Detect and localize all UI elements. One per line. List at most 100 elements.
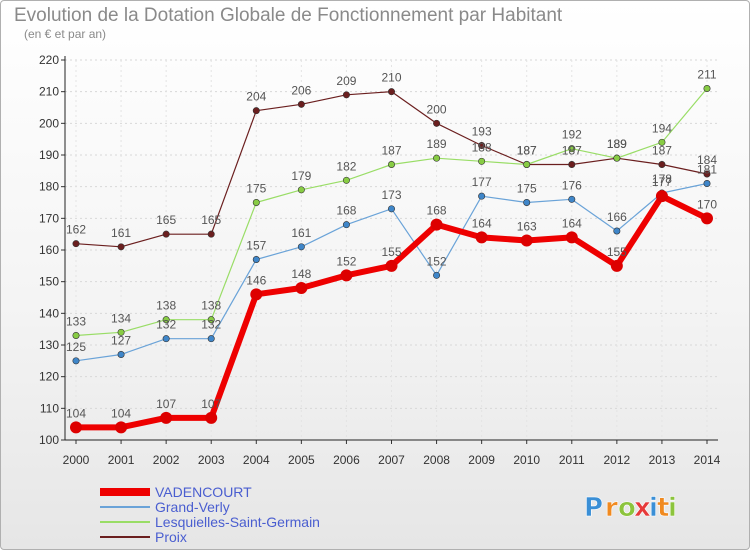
data-point-lesquielles-saint-germain xyxy=(613,154,621,162)
data-point-proix xyxy=(568,161,576,169)
logo-letter: r xyxy=(605,493,618,523)
data-point-grand-verly xyxy=(478,192,486,200)
y-tick-label: 220 xyxy=(39,53,59,67)
data-point-grand-verly xyxy=(568,195,576,203)
data-point-vadencourt xyxy=(340,269,353,282)
data-label-lesquielles-saint-germain: 189 xyxy=(607,137,627,151)
data-point-grand-verly xyxy=(523,199,531,207)
data-point-vadencourt xyxy=(520,234,533,247)
data-label-vadencourt: 155 xyxy=(381,245,401,259)
data-point-lesquielles-saint-germain xyxy=(297,186,305,194)
data-point-grand-verly xyxy=(252,255,260,263)
data-point-lesquielles-saint-germain xyxy=(658,138,666,146)
data-label-lesquielles-saint-germain: 192 xyxy=(562,128,582,142)
data-point-vadencourt xyxy=(250,288,263,301)
data-label-vadencourt: 177 xyxy=(652,175,672,189)
data-label-proix: 165 xyxy=(201,213,221,227)
legend-label-grand-verly: Grand-Verly xyxy=(155,499,230,515)
x-tick-label: 2001 xyxy=(108,453,135,467)
data-label-lesquielles-saint-germain: 133 xyxy=(66,315,86,329)
data-label-proix: 165 xyxy=(156,213,176,227)
data-point-grand-verly xyxy=(703,180,711,188)
data-label-lesquielles-saint-germain: 211 xyxy=(697,68,716,82)
data-label-vadencourt: 146 xyxy=(246,273,266,287)
data-label-grand-verly: 132 xyxy=(156,318,176,332)
data-label-grand-verly: 161 xyxy=(291,226,311,240)
x-tick-label: 2004 xyxy=(243,453,270,467)
x-tick-label: 2002 xyxy=(153,453,180,467)
y-tick-label: 100 xyxy=(39,433,59,447)
y-tick-label: 190 xyxy=(39,148,59,162)
data-label-vadencourt: 163 xyxy=(517,220,537,234)
data-point-lesquielles-saint-germain xyxy=(387,161,395,169)
logo-letter: P xyxy=(584,493,603,523)
data-label-proix: 184 xyxy=(697,153,717,167)
data-label-proix: 206 xyxy=(291,83,311,97)
x-tick-label: 2000 xyxy=(63,453,90,467)
data-label-lesquielles-saint-germain: 175 xyxy=(246,182,266,196)
data-point-lesquielles-saint-germain xyxy=(568,145,576,153)
logo-letter: i xyxy=(668,493,677,523)
x-tick-label: 2003 xyxy=(198,453,225,467)
data-point-grand-verly xyxy=(342,221,350,229)
data-label-lesquielles-saint-germain: 187 xyxy=(517,144,537,158)
y-tick-label: 140 xyxy=(39,306,59,320)
x-tick-label: 2010 xyxy=(513,453,540,467)
data-point-lesquielles-saint-germain xyxy=(433,154,441,162)
logo-letter: x xyxy=(634,493,651,523)
data-label-proix: 209 xyxy=(336,74,356,88)
data-point-grand-verly xyxy=(433,271,441,279)
data-point-vadencourt xyxy=(70,421,82,434)
data-label-proix: 187 xyxy=(517,144,537,158)
chart-subtitle: (en € et par an) xyxy=(24,27,106,41)
data-point-proix xyxy=(387,88,395,96)
data-label-proix: 162 xyxy=(66,223,86,237)
data-point-proix xyxy=(207,230,215,238)
data-label-proix: 193 xyxy=(472,125,492,139)
x-tick-label: 2013 xyxy=(649,453,676,467)
logo-letter: o xyxy=(618,493,636,523)
x-tick-label: 2011 xyxy=(559,453,585,467)
data-point-proix xyxy=(433,119,441,127)
data-label-grand-verly: 175 xyxy=(517,182,537,196)
data-label-vadencourt: 148 xyxy=(291,267,311,281)
x-tick-label: 2014 xyxy=(694,453,721,467)
data-label-vadencourt: 104 xyxy=(66,406,86,420)
data-point-proix xyxy=(117,243,125,251)
data-point-lesquielles-saint-germain xyxy=(478,157,486,165)
data-label-vadencourt: 168 xyxy=(427,204,447,218)
data-point-lesquielles-saint-germain xyxy=(117,328,125,336)
data-point-vadencourt xyxy=(385,259,398,272)
data-label-proix: 210 xyxy=(381,71,401,85)
data-label-grand-verly: 177 xyxy=(472,175,492,189)
y-tick-label: 200 xyxy=(39,116,59,130)
x-tick-label: 2006 xyxy=(333,453,360,467)
data-label-proix: 189 xyxy=(607,137,627,151)
data-point-proix xyxy=(478,142,486,150)
data-point-vadencourt xyxy=(701,212,713,225)
data-label-grand-verly: 157 xyxy=(246,239,266,253)
data-point-proix xyxy=(703,170,711,178)
data-point-proix xyxy=(72,240,80,248)
data-label-lesquielles-saint-germain: 187 xyxy=(381,144,401,158)
data-label-grand-verly: 173 xyxy=(381,188,401,202)
data-point-vadencourt xyxy=(205,411,218,424)
data-label-vadencourt: 155 xyxy=(607,245,627,259)
data-point-grand-verly xyxy=(162,335,170,343)
chart-title: Evolution de la Dotation Globale de Fonc… xyxy=(14,5,563,26)
data-point-vadencourt xyxy=(475,231,488,244)
data-point-grand-verly xyxy=(297,243,305,251)
data-point-lesquielles-saint-germain xyxy=(72,331,80,339)
series-lines xyxy=(70,85,713,434)
y-tick-label: 150 xyxy=(39,275,59,289)
legend: VADENCOURTGrand-VerlyLesquielles-Saint-G… xyxy=(100,484,320,545)
x-tick-label: 2005 xyxy=(288,453,315,467)
data-point-lesquielles-saint-germain xyxy=(162,316,170,324)
data-point-vadencourt xyxy=(115,421,128,434)
data-point-proix xyxy=(342,91,350,99)
data-label-grand-verly: 152 xyxy=(427,254,447,268)
legend-label-proix: Proix xyxy=(155,529,187,545)
data-point-lesquielles-saint-germain xyxy=(252,199,260,207)
data-label-grand-verly: 127 xyxy=(111,334,131,348)
